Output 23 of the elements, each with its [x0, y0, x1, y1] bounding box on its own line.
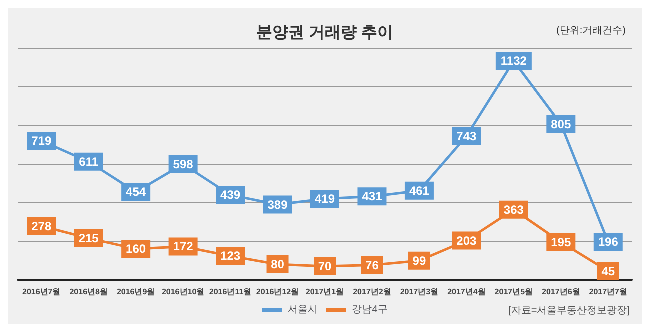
data-label: 80	[271, 258, 285, 272]
legend-label: 강남4구	[352, 304, 388, 316]
x-tick-label: 2017년5월	[494, 288, 534, 296]
data-label: 45	[602, 264, 616, 278]
x-tick-label: 2017년3월	[400, 288, 439, 296]
x-tick-label: 2017년1월	[306, 288, 344, 296]
text: [자료=서울부동산정보광장]	[508, 306, 630, 316]
x-tick-label: 2016년8월	[70, 288, 108, 296]
x-tick-label: 2016년10월	[162, 288, 205, 296]
x-tick-label: 2016년9월	[116, 288, 156, 296]
legend-label: 서울시	[288, 304, 318, 316]
x-tick-label: 2017년6월	[542, 288, 580, 296]
x-tick-label: 2017년4월	[448, 288, 486, 296]
x-tick-label: 2017년7월	[589, 288, 628, 296]
x-tick-label: 2016년11월	[209, 288, 252, 296]
data-label: 99	[412, 254, 426, 268]
x-tick-label: 2016년12월	[256, 288, 300, 296]
x-tick-label: 2016년7월	[22, 288, 61, 296]
data-label: 76	[366, 258, 380, 272]
text: (단위:거래건수)	[556, 26, 626, 36]
chart-title: 분양권 거래량 추이	[256, 24, 394, 42]
data-label: 70	[318, 259, 332, 274]
x-tick-label: 2017년2월	[353, 288, 392, 296]
